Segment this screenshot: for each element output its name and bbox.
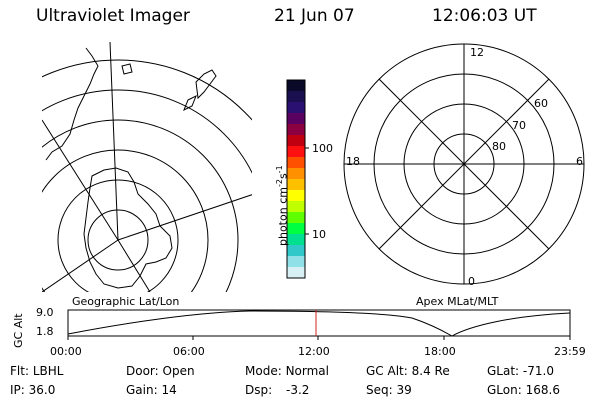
colorbar-cell [287, 146, 305, 158]
colorbar-cell [287, 91, 305, 103]
geo-lat-circle [87, 209, 149, 271]
colorbar-cell [287, 256, 305, 268]
colorbar-cell [287, 212, 305, 224]
geo-lon-line [117, 194, 252, 241]
date-label: 21 Jun 07 [274, 6, 355, 26]
info-glon: GLon: 168.6 [487, 383, 560, 397]
colorbar-cell [287, 80, 305, 92]
geo-lon-line [42, 119, 119, 241]
info-gc-alt: GC Alt: 8.4 Re [366, 364, 450, 378]
geo-lon-line [117, 239, 151, 292]
mlat-label-70: 70 [512, 119, 526, 132]
info-door: Door: Open [126, 364, 195, 378]
altitude-curve [67, 310, 571, 337]
polar-plot [343, 43, 585, 285]
left-panel-title: Geographic Lat/Lon [72, 295, 180, 308]
time-axis-label: 06:00 [173, 345, 205, 358]
geo-lat-circle [42, 89, 252, 174]
altitude-ytick-top: 9.0 [36, 306, 54, 319]
right-panel-title: Apex MLat/MLT [416, 295, 499, 308]
mlt-label-left: 18 [346, 155, 360, 168]
mlt-label-right: 6 [576, 155, 583, 168]
colorbar-cell [287, 168, 305, 180]
geo-lat-circle [42, 59, 252, 121]
colorbar-cell [287, 245, 305, 257]
info-seq: Seq: 39 [366, 383, 412, 397]
altitude-ytick-bottom: 1.8 [36, 325, 54, 338]
info-dsp: Dsp: -3.2 [245, 383, 310, 397]
colorbar-cell [287, 157, 305, 169]
app-title: Ultraviolet Imager [36, 6, 190, 26]
colorbar-cell [287, 179, 305, 191]
colorbar-tick-label-high: 100 [312, 142, 333, 155]
colorbar-cell [287, 102, 305, 114]
info-mode: Mode: Normal [245, 364, 329, 378]
colorbar-cell [287, 190, 305, 202]
time-axis-label: 18:00 [424, 345, 456, 358]
time-label: 12:06:03 UT [432, 6, 537, 26]
geo-lat-circle [42, 119, 239, 292]
altitude-plot [67, 309, 571, 340]
australia-coastline [45, 47, 99, 161]
time-axis-label: 23:59 [554, 345, 586, 358]
antarctica-coastline [83, 167, 173, 289]
new-zealand-coastline [183, 69, 217, 112]
info-glat: GLat: -71.0 [487, 364, 554, 378]
colorbar-cell [287, 223, 305, 235]
colorbar-label: photon cm-2s-1 [275, 165, 290, 246]
colorbar-cell [287, 267, 305, 279]
altitude-ylabel: GC Alt [12, 313, 25, 348]
colorbar-cell [287, 124, 305, 136]
geo-lon-line [109, 42, 119, 241]
colorbar-cell [287, 234, 305, 246]
colorbar-cell [287, 113, 305, 125]
polar-diagonal [378, 78, 550, 250]
tasmania-coastline [121, 63, 133, 75]
time-axis-label: 12:00 [298, 345, 330, 358]
info-gain: Gain: 14 [126, 383, 177, 397]
mlat-label-60: 60 [534, 97, 548, 110]
geo-lat-circle [42, 149, 209, 292]
mlat-label-80: 80 [492, 140, 506, 153]
colorbar-cell [287, 201, 305, 213]
geo-lat-circle [57, 179, 179, 292]
mlt-label-bottom: 0 [468, 275, 475, 288]
geographic-map [42, 42, 252, 292]
colorbar-cells [287, 80, 305, 279]
colorbar-cell [287, 135, 305, 147]
info-ip: IP: 36.0 [10, 383, 56, 397]
mlt-label-top: 12 [470, 46, 484, 59]
colorbar [286, 79, 309, 279]
colorbar-tick-label-low: 10 [312, 228, 326, 241]
geo-lon-line [42, 239, 119, 292]
time-axis-label: 00:00 [50, 345, 82, 358]
info-flt: Flt: LBHL [10, 364, 64, 378]
altitude-plot-frame [67, 309, 571, 337]
colorbar-frame [286, 79, 306, 279]
